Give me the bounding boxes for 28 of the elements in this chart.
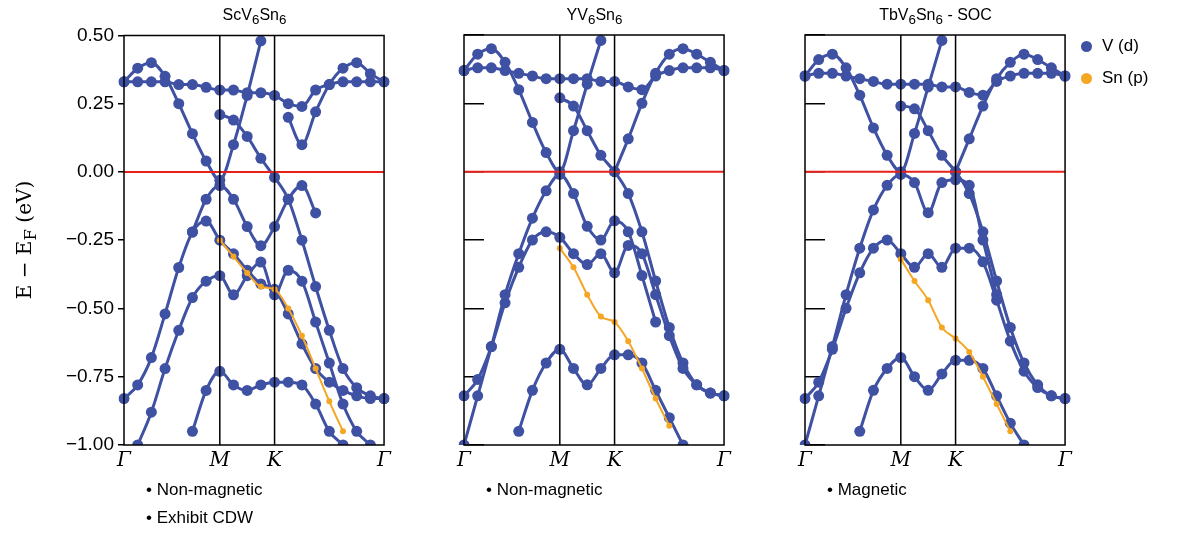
x-tick-label: K xyxy=(266,447,284,472)
chart-title: YV$_{6}$Sn$_{6}$ xyxy=(565,6,624,28)
x-tick-label: K xyxy=(947,447,965,472)
y-tick-label: 0.50 xyxy=(77,23,114,45)
x-tick-label: Γ xyxy=(376,447,393,472)
y-tick-label: −1.00 xyxy=(65,433,114,455)
y-tick-label: −0.50 xyxy=(65,296,114,318)
legend-label: Sn (p) xyxy=(1102,68,1149,88)
x-tick-label: Γ xyxy=(716,447,733,472)
x-tick-label: K xyxy=(606,447,624,472)
text: • Exhibit CDW xyxy=(146,507,255,529)
y-tick-label: 0.00 xyxy=(77,160,114,182)
y-tick-label: 0.25 xyxy=(77,91,114,113)
chart-title: ScV$_{6}$Sn$_{6}$ xyxy=(221,6,288,28)
text: • Magnetic xyxy=(827,479,907,501)
x-tick-label: Γ xyxy=(116,447,133,472)
x-tick-label: M xyxy=(889,447,912,472)
y-tick-label: −0.25 xyxy=(65,228,114,250)
y-tick-label: −0.75 xyxy=(65,364,114,386)
legend-label: V (d) xyxy=(1102,36,1139,56)
x-tick-label: Γ xyxy=(797,447,814,472)
x-tick-label: M xyxy=(208,447,231,472)
chart-title: TbV$_{6}$Sn$_{6}$ - SOC xyxy=(878,6,993,28)
x-tick-label: Γ xyxy=(1057,447,1074,472)
x-tick-label: M xyxy=(548,447,571,472)
text: • Non-magnetic xyxy=(486,479,603,501)
text: • Non-magnetic xyxy=(146,479,263,501)
x-tick-label: Γ xyxy=(456,447,473,472)
